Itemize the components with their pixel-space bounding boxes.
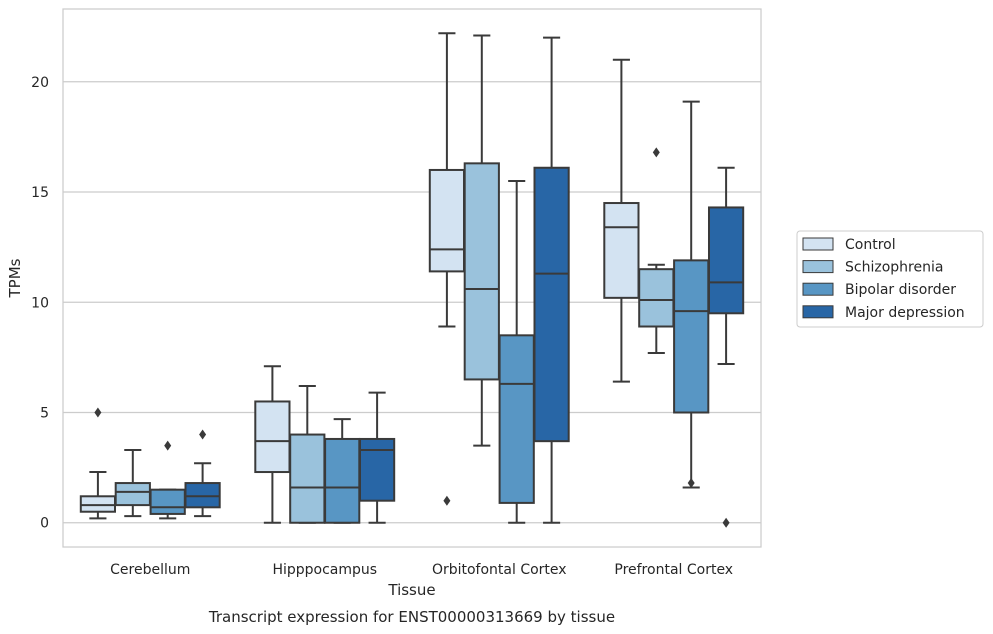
iqr-box	[79, 495, 117, 513]
y-axis-ticks: 0 5 10 15 20	[31, 75, 49, 532]
box-major-depression	[533, 36, 570, 524]
legend-swatch	[802, 282, 834, 296]
box-bipolar-disorder	[673, 100, 710, 489]
y-axis-label: TPMs	[6, 258, 24, 298]
box-control	[603, 58, 640, 383]
chart-caption: Transcript expression for ENST0000031366…	[208, 608, 615, 626]
iqr-box	[498, 334, 535, 504]
legend-swatch	[802, 260, 834, 274]
box-control	[79, 407, 117, 520]
iqr-box	[324, 437, 361, 524]
outlier-point	[652, 147, 660, 158]
legend-label: Schizophrenia	[845, 260, 943, 276]
outlier-point	[443, 495, 451, 506]
iqr-box	[184, 482, 221, 509]
iqr-box	[358, 437, 396, 502]
legend-label: Bipolar disorder	[845, 282, 956, 298]
iqr-box	[463, 162, 500, 381]
iqr-box	[149, 488, 186, 515]
legend-swatch	[802, 305, 834, 319]
legend-frame	[796, 230, 984, 328]
box-major-depression	[184, 429, 221, 518]
y-tick-label: 20	[31, 75, 49, 91]
legend: Control Schizophrenia Bipolar disorder Majo…	[796, 230, 984, 328]
box-control	[428, 32, 466, 506]
x-tick-label: Orbitofontal Cortex	[432, 562, 567, 578]
box-major-depression	[358, 391, 396, 524]
outlier-point	[94, 407, 102, 418]
box-control	[254, 365, 291, 524]
iqr-box	[707, 206, 745, 315]
box-bipolar-disorder	[324, 418, 361, 524]
x-tick-label: Hipppocampus	[272, 562, 377, 578]
legend-swatch	[802, 237, 834, 251]
iqr-box	[254, 400, 291, 474]
gridlines	[63, 81, 761, 524]
iqr-box	[428, 168, 466, 273]
x-tick-label: Cerebellum	[110, 562, 190, 578]
y-tick-label: 5	[40, 406, 49, 422]
iqr-box	[673, 259, 710, 414]
outlier-point	[687, 478, 695, 489]
x-axis-ticks: Cerebellum Hipppocampus Orbitofontal Corte…	[110, 562, 733, 578]
iqr-box	[638, 268, 675, 328]
y-tick-label: 0	[40, 516, 49, 532]
iqr-box	[289, 433, 326, 524]
outlier-point	[722, 517, 730, 528]
box-schizophrenia	[638, 147, 675, 354]
legend-label: Major depression	[845, 305, 965, 321]
box-bipolar-disorder	[498, 179, 535, 524]
legend-label: Control	[845, 237, 896, 253]
iqr-box	[533, 166, 570, 443]
box-major-depression	[707, 166, 745, 528]
iqr-box	[603, 202, 640, 299]
box-schizophrenia	[114, 448, 151, 518]
y-tick-label: 15	[31, 185, 49, 201]
outlier-point	[199, 429, 207, 440]
x-axis-label: Tissue	[387, 581, 435, 599]
outlier-point	[164, 440, 172, 451]
boxes	[79, 32, 745, 528]
x-tick-label: Prefrontal Cortex	[614, 562, 733, 578]
iqr-box	[114, 482, 151, 507]
y-tick-label: 10	[31, 295, 49, 311]
box-schizophrenia	[463, 34, 500, 447]
